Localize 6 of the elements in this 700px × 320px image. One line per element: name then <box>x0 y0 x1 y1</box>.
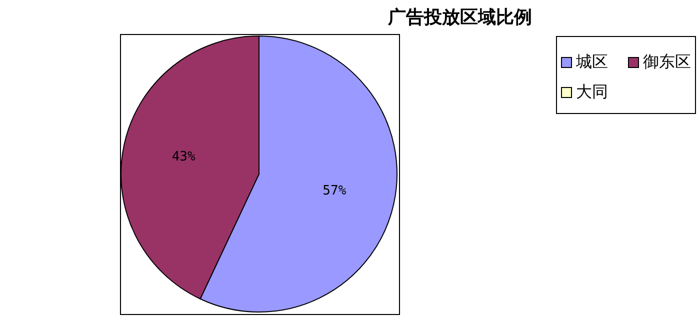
legend-label: 大同 <box>576 82 608 103</box>
legend-label: 御东区 <box>643 52 691 73</box>
data-label: 43% <box>172 150 196 165</box>
chart-title: 广告投放区域比例 <box>386 6 533 29</box>
legend-label: 城区 <box>576 52 608 73</box>
data-label: 57% <box>322 183 346 198</box>
